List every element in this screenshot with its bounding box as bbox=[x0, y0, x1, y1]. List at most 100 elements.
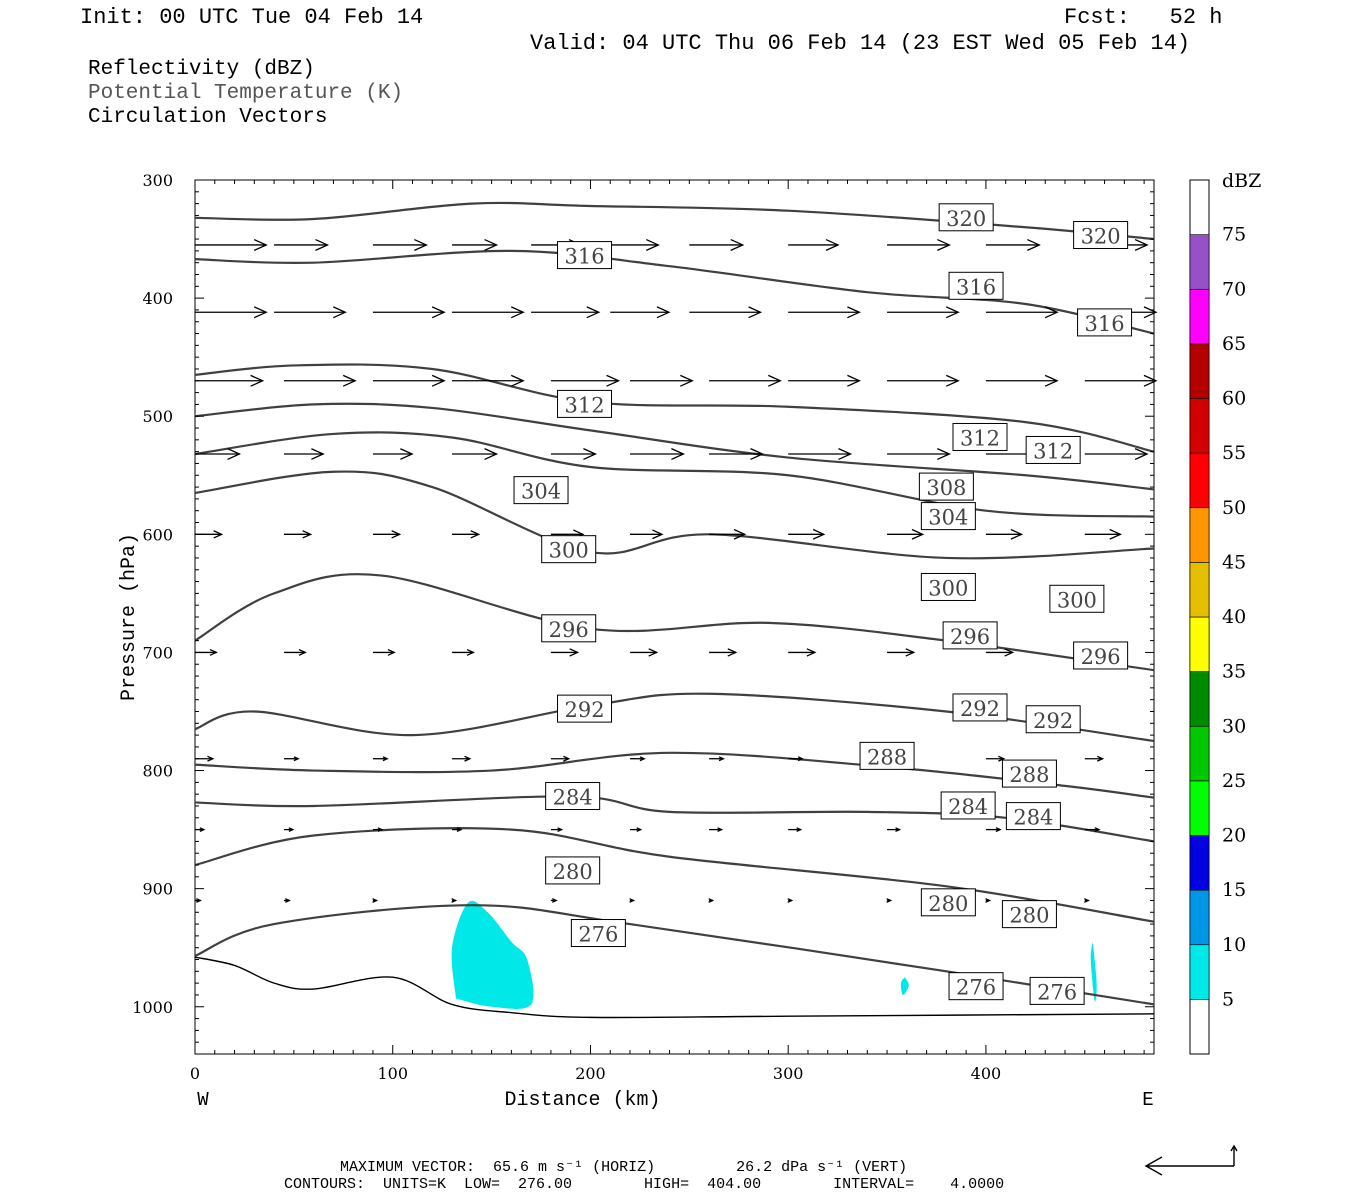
contour-label-box bbox=[920, 502, 976, 531]
colorbar-tick-label: 70 bbox=[1222, 278, 1246, 300]
circulation-vector bbox=[985, 827, 1002, 833]
vector-head bbox=[484, 238, 499, 251]
contour-label-box bbox=[1001, 900, 1057, 929]
circulation-vector bbox=[550, 827, 564, 832]
circulation-vector bbox=[985, 648, 1015, 657]
colorbar-segment bbox=[1189, 562, 1210, 618]
vector-head bbox=[196, 898, 202, 903]
circulation-vector bbox=[630, 448, 685, 461]
colorbar-tick-label: 35 bbox=[1222, 661, 1246, 683]
circulation-vector bbox=[689, 238, 745, 251]
circulation-vector bbox=[372, 306, 446, 319]
circulation-vector bbox=[629, 898, 636, 903]
circulation-vector bbox=[1084, 898, 1090, 903]
y-tick-label: 300 bbox=[142, 171, 173, 190]
colorbar-tick-label: 25 bbox=[1222, 770, 1246, 792]
contour-label-box bbox=[1029, 976, 1085, 1005]
contour-label-box bbox=[918, 472, 974, 501]
footer-contours: CONTOURS: UNITS=K LOW= 276.00 HIGH= 404.… bbox=[284, 1176, 1005, 1193]
circulation-vector bbox=[630, 827, 643, 832]
colorbar-segment bbox=[1189, 234, 1210, 290]
circulation-vector bbox=[372, 756, 389, 762]
x-tick-label: 0 bbox=[190, 1064, 200, 1083]
vector-head bbox=[400, 448, 414, 460]
colorbar-tick-label: 10 bbox=[1222, 934, 1246, 956]
circulation-vector bbox=[985, 755, 1006, 762]
vector-head bbox=[847, 374, 861, 387]
contour-label-312: 312 bbox=[960, 426, 1000, 450]
colorbar-tick-label: 45 bbox=[1222, 551, 1246, 573]
circulation-vector bbox=[1084, 528, 1122, 540]
colorbar-tick-label: 5 bbox=[1222, 988, 1234, 1010]
circulation-vector bbox=[274, 238, 330, 251]
circulation-vector bbox=[372, 530, 402, 539]
vector-head bbox=[1010, 528, 1024, 540]
vector-head bbox=[387, 648, 396, 656]
circulation-vector bbox=[887, 528, 925, 540]
contour-label-300: 300 bbox=[928, 576, 968, 600]
circulation-vector bbox=[283, 448, 325, 460]
contour-label-box bbox=[1073, 641, 1129, 670]
contour-label-box bbox=[1005, 802, 1061, 831]
vector-head bbox=[250, 374, 265, 387]
colorbar-segment bbox=[1189, 780, 1210, 836]
init-time: Init: 00 UTC Tue 04 Feb 14 bbox=[80, 5, 424, 30]
vector-head bbox=[298, 648, 307, 656]
contour-label-box bbox=[1077, 308, 1133, 337]
vector-head bbox=[708, 898, 715, 903]
circulation-vector bbox=[630, 529, 664, 540]
colorbar-tick-label: 30 bbox=[1222, 715, 1246, 737]
circulation-vector bbox=[195, 238, 268, 251]
y-tick-label: 400 bbox=[142, 289, 173, 308]
circulation-vector bbox=[283, 898, 291, 903]
circulation-vector bbox=[709, 448, 765, 461]
vector-head bbox=[937, 238, 951, 251]
colorbar-tick-label: 55 bbox=[1222, 442, 1246, 464]
circulation-vector bbox=[787, 898, 794, 903]
vector-head bbox=[652, 529, 664, 540]
vector-head bbox=[646, 238, 660, 251]
contour-label-box bbox=[1049, 584, 1105, 613]
colorbar-segment bbox=[1189, 725, 1210, 782]
vector-head bbox=[905, 648, 916, 657]
contour-label-box bbox=[952, 422, 1008, 451]
vector-head bbox=[293, 756, 300, 762]
vector-head bbox=[288, 827, 295, 832]
colorbar-segment bbox=[1189, 507, 1210, 563]
contour-label-276: 276 bbox=[956, 976, 996, 1000]
circulation-vector bbox=[887, 374, 960, 387]
field-vectors-label: Circulation Vectors bbox=[88, 106, 328, 129]
reference-vector bbox=[1144, 1144, 1238, 1176]
circulation-vector bbox=[550, 448, 597, 461]
footer-max-vector: MAXIMUM VECTOR: 65.6 m s⁻¹ (HORIZ) 26.2 … bbox=[340, 1159, 908, 1176]
circulation-vector bbox=[550, 755, 571, 762]
vector-head bbox=[985, 898, 992, 903]
y-tick-label: 1000 bbox=[132, 998, 173, 1017]
vector-head bbox=[680, 374, 694, 387]
field-reflectivity-label: Reflectivity (dBZ) bbox=[88, 58, 315, 81]
vector-head bbox=[253, 306, 268, 319]
y-tick-label: 700 bbox=[142, 643, 173, 662]
contour-label-284: 284 bbox=[553, 786, 593, 810]
vector-head bbox=[464, 755, 472, 762]
circulation-vector bbox=[985, 898, 992, 903]
contour-label-292: 292 bbox=[960, 697, 1000, 721]
vector-head bbox=[895, 827, 902, 832]
vector-head bbox=[253, 238, 268, 251]
circulation-vector bbox=[452, 306, 525, 319]
contour-label-280: 280 bbox=[1009, 904, 1049, 928]
vector-head bbox=[733, 528, 747, 540]
circulation-vector bbox=[452, 648, 475, 656]
circulation-vector bbox=[887, 448, 951, 461]
theta-contour-292 bbox=[194, 692, 1155, 743]
contour-label-300: 300 bbox=[1057, 588, 1097, 612]
circulation-vector bbox=[788, 238, 840, 251]
x-end-label-east: E bbox=[1142, 1089, 1153, 1111]
vector-head bbox=[825, 238, 840, 251]
vector-head bbox=[466, 648, 475, 656]
x-axis-label: Distance (km) bbox=[504, 1089, 660, 1112]
circulation-vector bbox=[283, 648, 307, 656]
vector-head bbox=[391, 530, 402, 539]
y-tick-label: 800 bbox=[142, 762, 173, 781]
vector-head bbox=[333, 306, 347, 319]
